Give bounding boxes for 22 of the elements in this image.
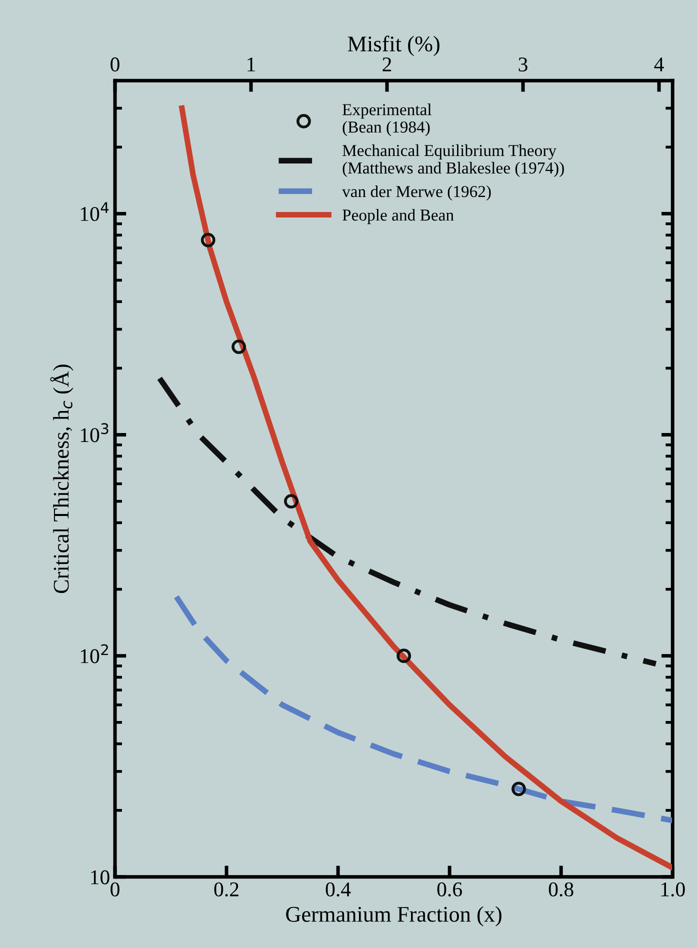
legend-label: People and Bean bbox=[342, 208, 454, 224]
y-tick-label: 10$^{4}$ bbox=[80, 202, 109, 222]
x-tick-label: 0.8 bbox=[548, 882, 574, 897]
x-tick-label: 0.4 bbox=[326, 882, 351, 897]
x2-tick-label: 4 bbox=[654, 58, 664, 72]
y-axis-title: Critical Thickness, h$_{c}$ (Å) bbox=[50, 364, 74, 594]
y-tick-label: 10$^{3}$ bbox=[80, 423, 108, 442]
legend-label: van der Merwe (1962) bbox=[342, 185, 491, 201]
legend-label: Mechanical Equilibrium Theory (Matthews and Blakeslee (1974)) bbox=[342, 144, 564, 178]
legend-label: Experimental (Bean (1984) bbox=[342, 104, 432, 136]
x2-tick-label: 1 bbox=[248, 58, 255, 72]
x2-tick-label: 0 bbox=[110, 57, 120, 72]
x-tick-label: 1.0 bbox=[661, 882, 685, 897]
x-tick-label: 0 bbox=[110, 882, 120, 896]
x-tick-label: 0.2 bbox=[214, 882, 238, 897]
x2-tick-label: 2 bbox=[382, 57, 392, 72]
x-axis-title: Germanium Fraction (x) bbox=[286, 906, 502, 926]
x2-axis-title: Misfit (%) bbox=[348, 36, 440, 56]
x2-tick-label: 3 bbox=[518, 57, 528, 72]
x-tick-label: 0.6 bbox=[437, 882, 462, 897]
y-tick-label: 10$^{2}$ bbox=[80, 644, 108, 664]
y-tick-label: 10 bbox=[91, 870, 110, 884]
